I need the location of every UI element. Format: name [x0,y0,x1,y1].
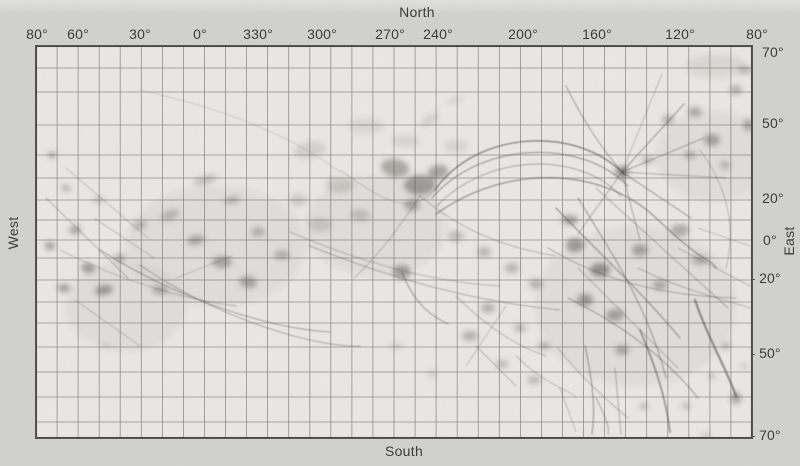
longitude-label: 300° [307,26,337,42]
dark-albedo-patch [741,364,747,368]
longitude-label: 80° [746,26,768,42]
dark-albedo-patch [350,209,370,221]
latitude-label: – 70° [747,427,781,443]
dark-albedo-patch [45,242,55,250]
latitude-label: 50° [762,115,784,131]
longitude-label: 160° [582,26,612,42]
dark-albedo-patch [390,343,402,349]
dark-albedo-patch [538,342,550,350]
longitude-label: 30° [129,26,151,42]
longitude-label: 240° [423,26,453,42]
dark-albedo-patch [251,227,265,237]
dark-albedo-patch [274,250,290,260]
dark-albedo-patch [615,345,629,355]
latitude-label: 0° [763,232,777,248]
dark-albedo-patch [720,161,730,169]
longitude-label: 270° [375,26,405,42]
latitude-label: – 50° [747,345,781,361]
west-label: West [5,216,21,250]
dark-albedo-patch [529,279,543,289]
dark-albedo-patch [688,107,702,117]
south-label: South [384,443,424,459]
dark-albedo-patch [505,263,519,273]
dark-albedo-patch [392,135,420,147]
longitude-label: 0° [193,26,207,42]
dark-albedo-patch [496,360,508,368]
dark-albedo-patch [477,247,491,257]
map-drawing [36,46,752,438]
dark-albedo-patch [326,177,354,193]
dark-albedo-patch [632,244,648,256]
longitude-label: 330° [243,26,273,42]
dark-albedo-patch [404,199,420,211]
dark-albedo-patch [444,140,468,152]
dark-albedo-patch [686,54,746,78]
longitude-label: 80° [26,26,48,42]
dark-albedo-patch [738,66,752,74]
dark-albedo-patch [481,303,495,313]
dark-albedo-patch [527,376,541,384]
latitude-label: – 20° [747,270,781,286]
north-label: North [399,4,435,20]
longitude-label: 60° [67,26,89,42]
mars-canal-map [36,46,752,438]
dark-albedo-patch [722,343,730,349]
dark-albedo-patch [448,231,464,241]
dark-albedo-patch [730,85,742,95]
longitude-label: 120° [665,26,695,42]
latitude-label: 70° [762,44,784,60]
east-label: East [781,226,797,256]
dark-albedo-patch [348,118,384,134]
longitude-label: 200° [508,26,538,42]
dark-albedo-patch [462,331,478,341]
dark-albedo-patch [58,284,70,292]
latitude-label: 20° [762,190,784,206]
dark-albedo-patch [704,134,720,146]
